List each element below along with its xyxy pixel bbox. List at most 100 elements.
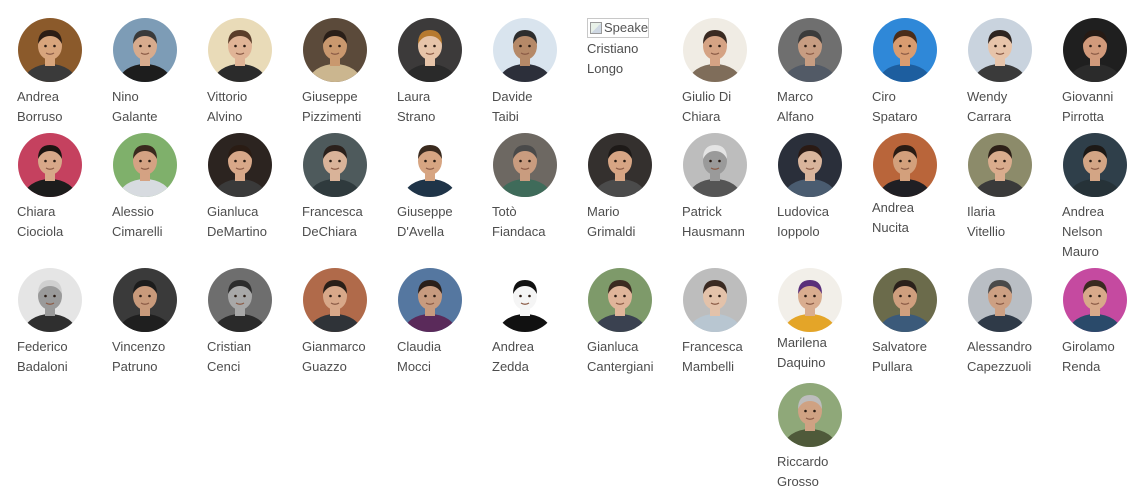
speaker-card[interactable]: Francesca DeChiara	[302, 133, 392, 242]
speaker-avatar[interactable]	[968, 18, 1032, 82]
speaker-name[interactable]: Andrea Zedda	[492, 337, 582, 377]
speaker-name[interactable]: Riccardo Grosso	[777, 452, 867, 492]
speaker-name[interactable]: Totò Fiandaca	[492, 202, 582, 242]
speaker-avatar[interactable]	[493, 18, 557, 82]
speaker-name[interactable]: Ciro Spataro	[872, 87, 962, 127]
speaker-avatar[interactable]	[208, 18, 272, 82]
speaker-avatar[interactable]	[968, 133, 1032, 197]
speaker-avatar[interactable]	[303, 268, 367, 332]
speaker-name[interactable]: Giuseppe D'Avella	[397, 202, 487, 242]
speaker-name[interactable]: Ludovica Ioppolo	[777, 202, 867, 242]
speaker-card[interactable]: Davide Taibi	[492, 18, 582, 127]
speaker-name[interactable]: Cristian Cenci	[207, 337, 297, 377]
speaker-card[interactable]: Giuseppe Pizzimenti	[302, 18, 392, 127]
speaker-card[interactable]: Girolamo Renda	[1062, 268, 1142, 377]
speaker-card[interactable]: Alessio Cimarelli	[112, 133, 202, 242]
speaker-avatar[interactable]	[1063, 268, 1127, 332]
speaker-avatar[interactable]	[683, 133, 747, 197]
speaker-card[interactable]: Riccardo Grosso	[777, 383, 867, 492]
speaker-card[interactable]: Ludovica Ioppolo	[777, 133, 867, 242]
speaker-name[interactable]: Ilaria Vitellio	[967, 202, 1057, 242]
speaker-name[interactable]: Claudia Mocci	[397, 337, 487, 377]
speaker-card[interactable]: Giovanni Pirrotta	[1062, 18, 1142, 127]
speaker-avatar[interactable]	[493, 133, 557, 197]
speaker-card[interactable]: Salvatore Pullara	[872, 268, 962, 377]
speaker-card[interactable]: Giulio Di Chiara	[682, 18, 772, 127]
speaker-card[interactable]: Giuseppe D'Avella	[397, 133, 487, 242]
speaker-name[interactable]: Chiara Ciociola	[17, 202, 107, 242]
speaker-avatar[interactable]	[968, 268, 1032, 332]
speaker-name[interactable]: Francesca DeChiara	[302, 202, 392, 242]
speaker-avatar[interactable]	[113, 133, 177, 197]
speaker-card[interactable]: Gianmarco Guazzo	[302, 268, 392, 377]
speaker-avatar[interactable]	[113, 18, 177, 82]
speaker-name[interactable]: Giuseppe Pizzimenti	[302, 87, 392, 127]
speaker-card[interactable]: Alessandro Capezzuoli	[967, 268, 1057, 377]
speaker-avatar[interactable]	[398, 268, 462, 332]
speaker-avatar[interactable]	[683, 18, 747, 82]
speaker-name[interactable]: Cristiano Longo	[587, 39, 677, 79]
speaker-card[interactable]: Vincenzo Patruno	[112, 268, 202, 377]
speaker-card[interactable]: Marco Alfano	[777, 18, 867, 127]
speaker-name[interactable]: Laura Strano	[397, 87, 487, 127]
speaker-card[interactable]: Ciro Spataro	[872, 18, 962, 127]
speaker-name[interactable]: Patrick Hausmann	[682, 202, 772, 242]
speaker-avatar[interactable]	[18, 133, 82, 197]
speaker-avatar[interactable]	[18, 18, 82, 82]
speaker-avatar[interactable]	[1063, 133, 1127, 197]
speaker-avatar[interactable]	[493, 268, 557, 332]
speaker-name[interactable]: Alessandro Capezzuoli	[967, 337, 1057, 377]
speaker-name[interactable]: Francesca Mambelli	[682, 337, 772, 377]
speaker-name[interactable]: Andrea Nelson Mauro	[1062, 202, 1142, 262]
speaker-card[interactable]: Gianluca Cantergiani	[587, 268, 677, 377]
speaker-avatar[interactable]	[398, 133, 462, 197]
speaker-avatar[interactable]	[683, 268, 747, 332]
speaker-avatar[interactable]	[873, 133, 937, 197]
speaker-name[interactable]: Andrea Nucita	[872, 198, 962, 238]
speaker-avatar[interactable]	[873, 18, 937, 82]
speaker-avatar[interactable]	[588, 133, 652, 197]
speaker-avatar[interactable]	[873, 268, 937, 332]
speaker-card[interactable]: Cristian Cenci	[207, 268, 297, 377]
speaker-card[interactable]: Chiara Ciociola	[17, 133, 107, 242]
speaker-name[interactable]: Giovanni Pirrotta	[1062, 87, 1142, 127]
speaker-card[interactable]: Andrea Borruso	[17, 18, 107, 127]
speaker-card[interactable]: Marilena Daquino	[777, 268, 867, 373]
speaker-name[interactable]: Marilena Daquino	[777, 333, 867, 373]
speaker-card[interactable]: Andrea Nucita	[872, 133, 962, 238]
speaker-avatar[interactable]	[208, 133, 272, 197]
speaker-name[interactable]: Salvatore Pullara	[872, 337, 962, 377]
speaker-name[interactable]: Federico Badaloni	[17, 337, 107, 377]
speaker-avatar[interactable]	[588, 268, 652, 332]
speaker-avatar[interactable]	[18, 268, 82, 332]
broken-image-placeholder[interactable]: Speaker	[587, 18, 649, 38]
speaker-name[interactable]: Gianluca DeMartino	[207, 202, 297, 242]
speaker-card[interactable]: Patrick Hausmann	[682, 133, 772, 242]
speaker-avatar[interactable]	[303, 18, 367, 82]
speaker-card[interactable]: Federico Badaloni	[17, 268, 107, 377]
speaker-card[interactable]: Nino Galante	[112, 18, 202, 127]
speaker-card[interactable]: Ilaria Vitellio	[967, 133, 1057, 242]
speaker-card[interactable]: Laura Strano	[397, 18, 487, 127]
speaker-card[interactable]: Wendy Carrara	[967, 18, 1057, 127]
speaker-name[interactable]: Mario Grimaldi	[587, 202, 677, 242]
speaker-name[interactable]: Wendy Carrara	[967, 87, 1057, 127]
speaker-avatar[interactable]	[778, 18, 842, 82]
speaker-avatar[interactable]	[1063, 18, 1127, 82]
speaker-name[interactable]: Girolamo Renda	[1062, 337, 1142, 377]
speaker-name[interactable]: Davide Taibi	[492, 87, 582, 127]
speaker-card[interactable]: Mario Grimaldi	[587, 133, 677, 242]
speaker-avatar[interactable]	[208, 268, 272, 332]
speaker-name[interactable]: Alessio Cimarelli	[112, 202, 202, 242]
speaker-name[interactable]: Vittorio Alvino	[207, 87, 297, 127]
speaker-name[interactable]: Gianluca Cantergiani	[587, 337, 677, 377]
speaker-card[interactable]: Vittorio Alvino	[207, 18, 297, 127]
speaker-card[interactable]: Totò Fiandaca	[492, 133, 582, 242]
speaker-card[interactable]: Speaker Cristiano Longo	[587, 18, 677, 79]
speaker-name[interactable]: Giulio Di Chiara	[682, 87, 772, 127]
speaker-card[interactable]: Andrea Zedda	[492, 268, 582, 377]
speaker-name[interactable]: Marco Alfano	[777, 87, 867, 127]
speaker-avatar[interactable]	[303, 133, 367, 197]
speaker-name[interactable]: Gianmarco Guazzo	[302, 337, 392, 377]
speaker-avatar[interactable]	[778, 268, 842, 332]
